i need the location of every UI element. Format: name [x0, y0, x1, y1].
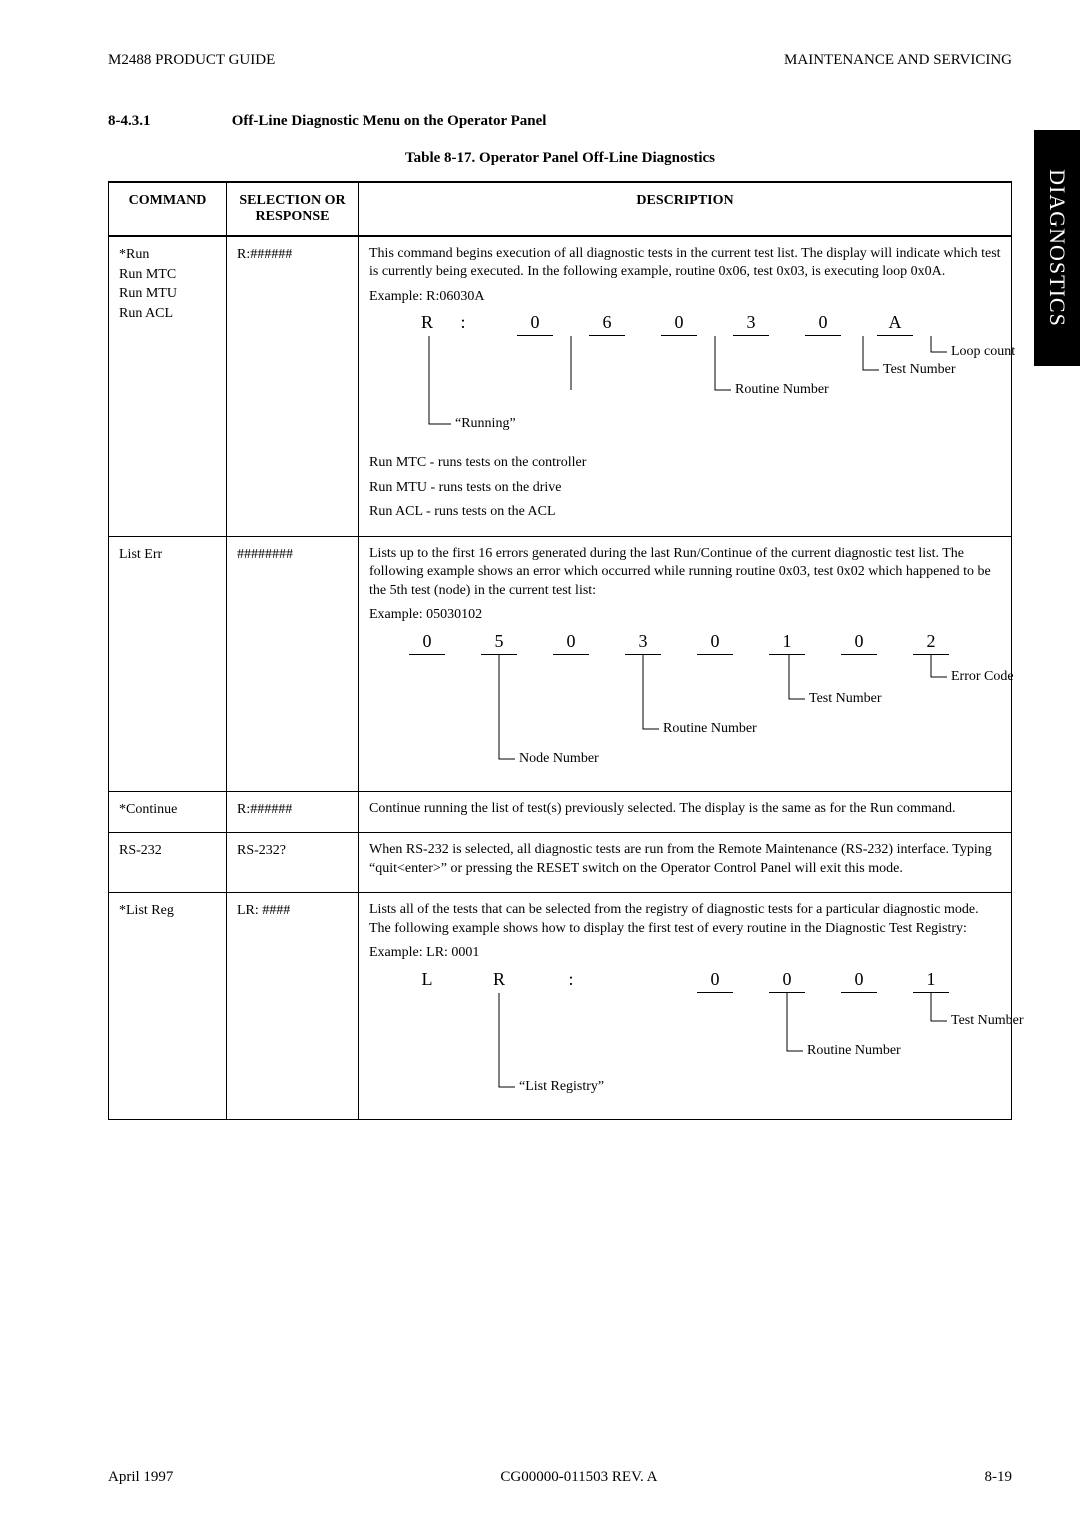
- digit: L: [409, 969, 445, 993]
- header-left: M2488 PRODUCT GUIDE: [108, 52, 275, 69]
- anno-node: Node Number: [519, 751, 599, 767]
- header-right: MAINTENANCE AND SERVICING: [784, 52, 1012, 69]
- section-number: 8-4.3.1: [108, 113, 228, 130]
- table-row: *Continue R:###### Continue running the …: [109, 791, 1012, 832]
- listerr-diagram: 0 5 0 3 0 1 0 2: [409, 631, 1001, 777]
- digit: 1: [913, 969, 949, 993]
- cmd-line: Run MTC: [119, 265, 216, 285]
- table-row: RS-232 RS-232? When RS-232 is selected, …: [109, 833, 1012, 893]
- col-command: COMMAND: [109, 182, 227, 236]
- side-tab: DIAGNOSTICS: [1034, 130, 1080, 366]
- response-cell: RS-232?: [227, 833, 359, 893]
- cmd-line: Run MTU: [119, 284, 216, 304]
- digit: R: [409, 312, 445, 336]
- anno-test: Test Number: [951, 1013, 1024, 1029]
- anno-running: “Running”: [455, 416, 516, 432]
- run-diagram: R : 0 6 0 3 0 A: [409, 312, 1001, 448]
- anno-test: Test Number: [809, 691, 882, 707]
- digit: :: [553, 969, 589, 993]
- anno-routine: Routine Number: [807, 1043, 901, 1059]
- digit: 0: [517, 312, 553, 336]
- response-cell: LR: ####: [227, 893, 359, 1119]
- command-cell: *List Reg: [109, 893, 227, 1119]
- digit: 0: [841, 631, 877, 655]
- digit: 0: [661, 312, 697, 336]
- digit: 0: [553, 631, 589, 655]
- footer-center: CG00000-011503 REV. A: [500, 1469, 657, 1486]
- anno-test: Test Number: [883, 362, 956, 378]
- digit: R: [481, 969, 517, 993]
- footer-right: 8-19: [985, 1469, 1013, 1486]
- digit: 5: [481, 631, 517, 655]
- side-tab-label: DIAGNOSTICS: [1044, 169, 1070, 327]
- anno-lr: “List Registry”: [519, 1079, 604, 1095]
- description-cell: Lists all of the tests that can be selec…: [359, 893, 1012, 1119]
- footer-left: April 1997: [108, 1469, 173, 1486]
- response-cell: R:######: [227, 236, 359, 536]
- digit: 0: [805, 312, 841, 336]
- desc-para: Continue running the list of test(s) pre…: [369, 800, 1001, 818]
- digit: 3: [625, 631, 661, 655]
- anno-routine: Routine Number: [735, 382, 829, 398]
- desc-para: Lists all of the tests that can be selec…: [369, 901, 1001, 938]
- table-row: *List Reg LR: #### Lists all of the test…: [109, 893, 1012, 1119]
- digit: 0: [769, 969, 805, 993]
- cmd-line: Run ACL: [119, 304, 216, 324]
- digit: :: [445, 312, 481, 336]
- table-row: List Err ######## Lists up to the first …: [109, 536, 1012, 791]
- desc-para: When RS-232 is selected, all diagnostic …: [369, 841, 1001, 878]
- digit: 2: [913, 631, 949, 655]
- page-footer: April 1997 CG00000-011503 REV. A 8-19: [108, 1469, 1012, 1486]
- section-title: Off-Line Diagnostic Menu on the Operator…: [232, 113, 547, 129]
- desc-para: Run MTC - runs tests on the controller: [369, 454, 1001, 472]
- diagnostics-table: COMMAND SELECTION OR RESPONSE DESCRIPTIO…: [108, 181, 1012, 1120]
- digit: 0: [697, 631, 733, 655]
- col-selection: SELECTION OR RESPONSE: [227, 182, 359, 236]
- desc-para: Run ACL - runs tests on the ACL: [369, 503, 1001, 521]
- digit: 6: [589, 312, 625, 336]
- command-cell: *Continue: [109, 791, 227, 832]
- description-cell: When RS-232 is selected, all diagnostic …: [359, 833, 1012, 893]
- digit: 1: [769, 631, 805, 655]
- desc-para: Run MTU - runs tests on the drive: [369, 479, 1001, 497]
- digit: [625, 969, 661, 993]
- digit: 0: [697, 969, 733, 993]
- desc-example-label: Example: 05030102: [369, 606, 1001, 624]
- digit: A: [877, 312, 913, 336]
- listreg-diagram: L R : 0 0 0 1: [409, 969, 1001, 1105]
- command-cell: List Err: [109, 536, 227, 791]
- anno-loop: Loop count: [951, 344, 1015, 360]
- digit: 3: [733, 312, 769, 336]
- desc-para: Lists up to the first 16 errors generate…: [369, 545, 1001, 600]
- digit: 0: [409, 631, 445, 655]
- desc-example-label: Example: R:06030A: [369, 288, 1001, 306]
- anno-err: Error Code: [951, 669, 1014, 685]
- digit: 0: [841, 969, 877, 993]
- description-cell: Lists up to the first 16 errors generate…: [359, 536, 1012, 791]
- response-cell: R:######: [227, 791, 359, 832]
- cmd-line: *Run: [119, 245, 216, 265]
- anno-routine: Routine Number: [663, 721, 757, 737]
- command-cell: *Run Run MTC Run MTU Run ACL: [109, 236, 227, 536]
- col-description: DESCRIPTION: [359, 182, 1012, 236]
- table-caption: Table 8-17. Operator Panel Off-Line Diag…: [108, 150, 1012, 167]
- desc-para: This command begins execution of all dia…: [369, 245, 1001, 282]
- response-cell: ########: [227, 536, 359, 791]
- table-row: *Run Run MTC Run MTU Run ACL R:###### Th…: [109, 236, 1012, 536]
- desc-example-label: Example: LR: 0001: [369, 944, 1001, 962]
- description-cell: This command begins execution of all dia…: [359, 236, 1012, 536]
- command-cell: RS-232: [109, 833, 227, 893]
- description-cell: Continue running the list of test(s) pre…: [359, 791, 1012, 832]
